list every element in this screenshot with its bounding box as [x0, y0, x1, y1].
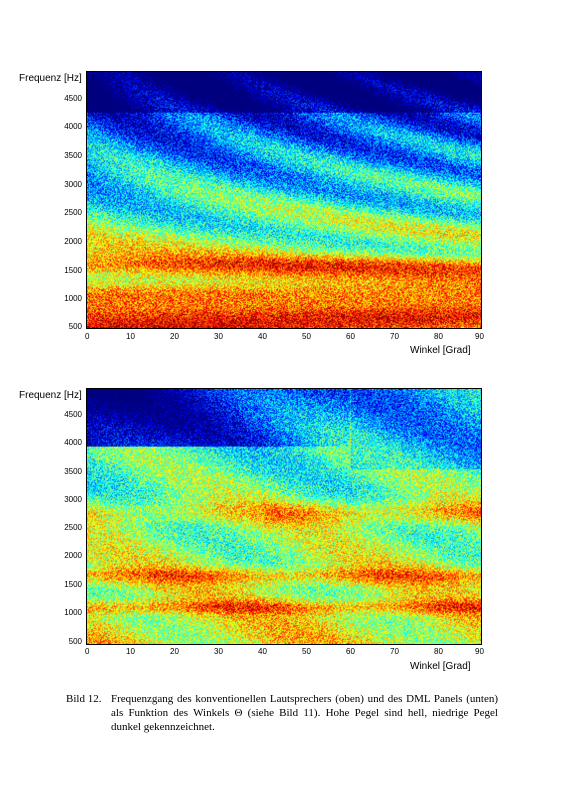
y-tick: 3000 [64, 495, 82, 504]
x-tick: 90 [475, 332, 484, 341]
y-tick: 3500 [64, 151, 82, 160]
x-tick: 10 [126, 647, 135, 656]
figure-caption: Bild 12. Frequenzgang des konventionelle… [66, 692, 498, 734]
caption-number: Bild 12. [66, 693, 102, 705]
x-tick: 70 [390, 332, 399, 341]
heatmap-plot-bottom [86, 388, 482, 645]
y-tick: 4000 [64, 438, 82, 447]
x-tick: 40 [258, 332, 267, 341]
y-tick: 2000 [64, 551, 82, 560]
x-tick: 80 [434, 647, 443, 656]
y-tick: 2000 [64, 237, 82, 246]
x-tick: 20 [170, 647, 179, 656]
x-axis-label: Winkel [Grad] [410, 661, 471, 672]
x-tick: 90 [475, 647, 484, 656]
y-tick: 4500 [64, 410, 82, 419]
y-tick: 500 [68, 322, 82, 331]
x-tick: 80 [434, 332, 443, 341]
x-tick: 50 [302, 332, 311, 341]
heatmap-plot-top [86, 71, 482, 329]
x-tick: 0 [85, 332, 90, 341]
y-tick: 1000 [64, 294, 82, 303]
caption-text: Frequenzgang des konventionellen Lautspr… [111, 693, 498, 733]
y-axis-label: Frequenz [Hz] [19, 73, 82, 84]
x-tick: 20 [170, 332, 179, 341]
heatmap-canvas [87, 389, 481, 644]
y-tick: 2500 [64, 208, 82, 217]
x-tick: 60 [346, 647, 355, 656]
x-tick: 40 [258, 647, 267, 656]
x-tick: 0 [85, 647, 90, 656]
y-tick: 1500 [64, 266, 82, 275]
y-tick: 1000 [64, 608, 82, 617]
y-tick: 500 [68, 637, 82, 646]
y-tick: 4500 [64, 94, 82, 103]
y-tick: 3000 [64, 180, 82, 189]
x-tick: 10 [126, 332, 135, 341]
x-tick: 60 [346, 332, 355, 341]
x-tick: 30 [214, 332, 223, 341]
y-tick: 1500 [64, 580, 82, 589]
x-tick: 30 [214, 647, 223, 656]
y-tick: 2500 [64, 523, 82, 532]
y-axis-label: Frequenz [Hz] [19, 390, 82, 401]
heatmap-canvas [87, 72, 481, 328]
x-tick: 50 [302, 647, 311, 656]
x-axis-label: Winkel [Grad] [410, 345, 471, 356]
x-tick: 70 [390, 647, 399, 656]
y-tick: 4000 [64, 122, 82, 131]
y-tick: 3500 [64, 467, 82, 476]
